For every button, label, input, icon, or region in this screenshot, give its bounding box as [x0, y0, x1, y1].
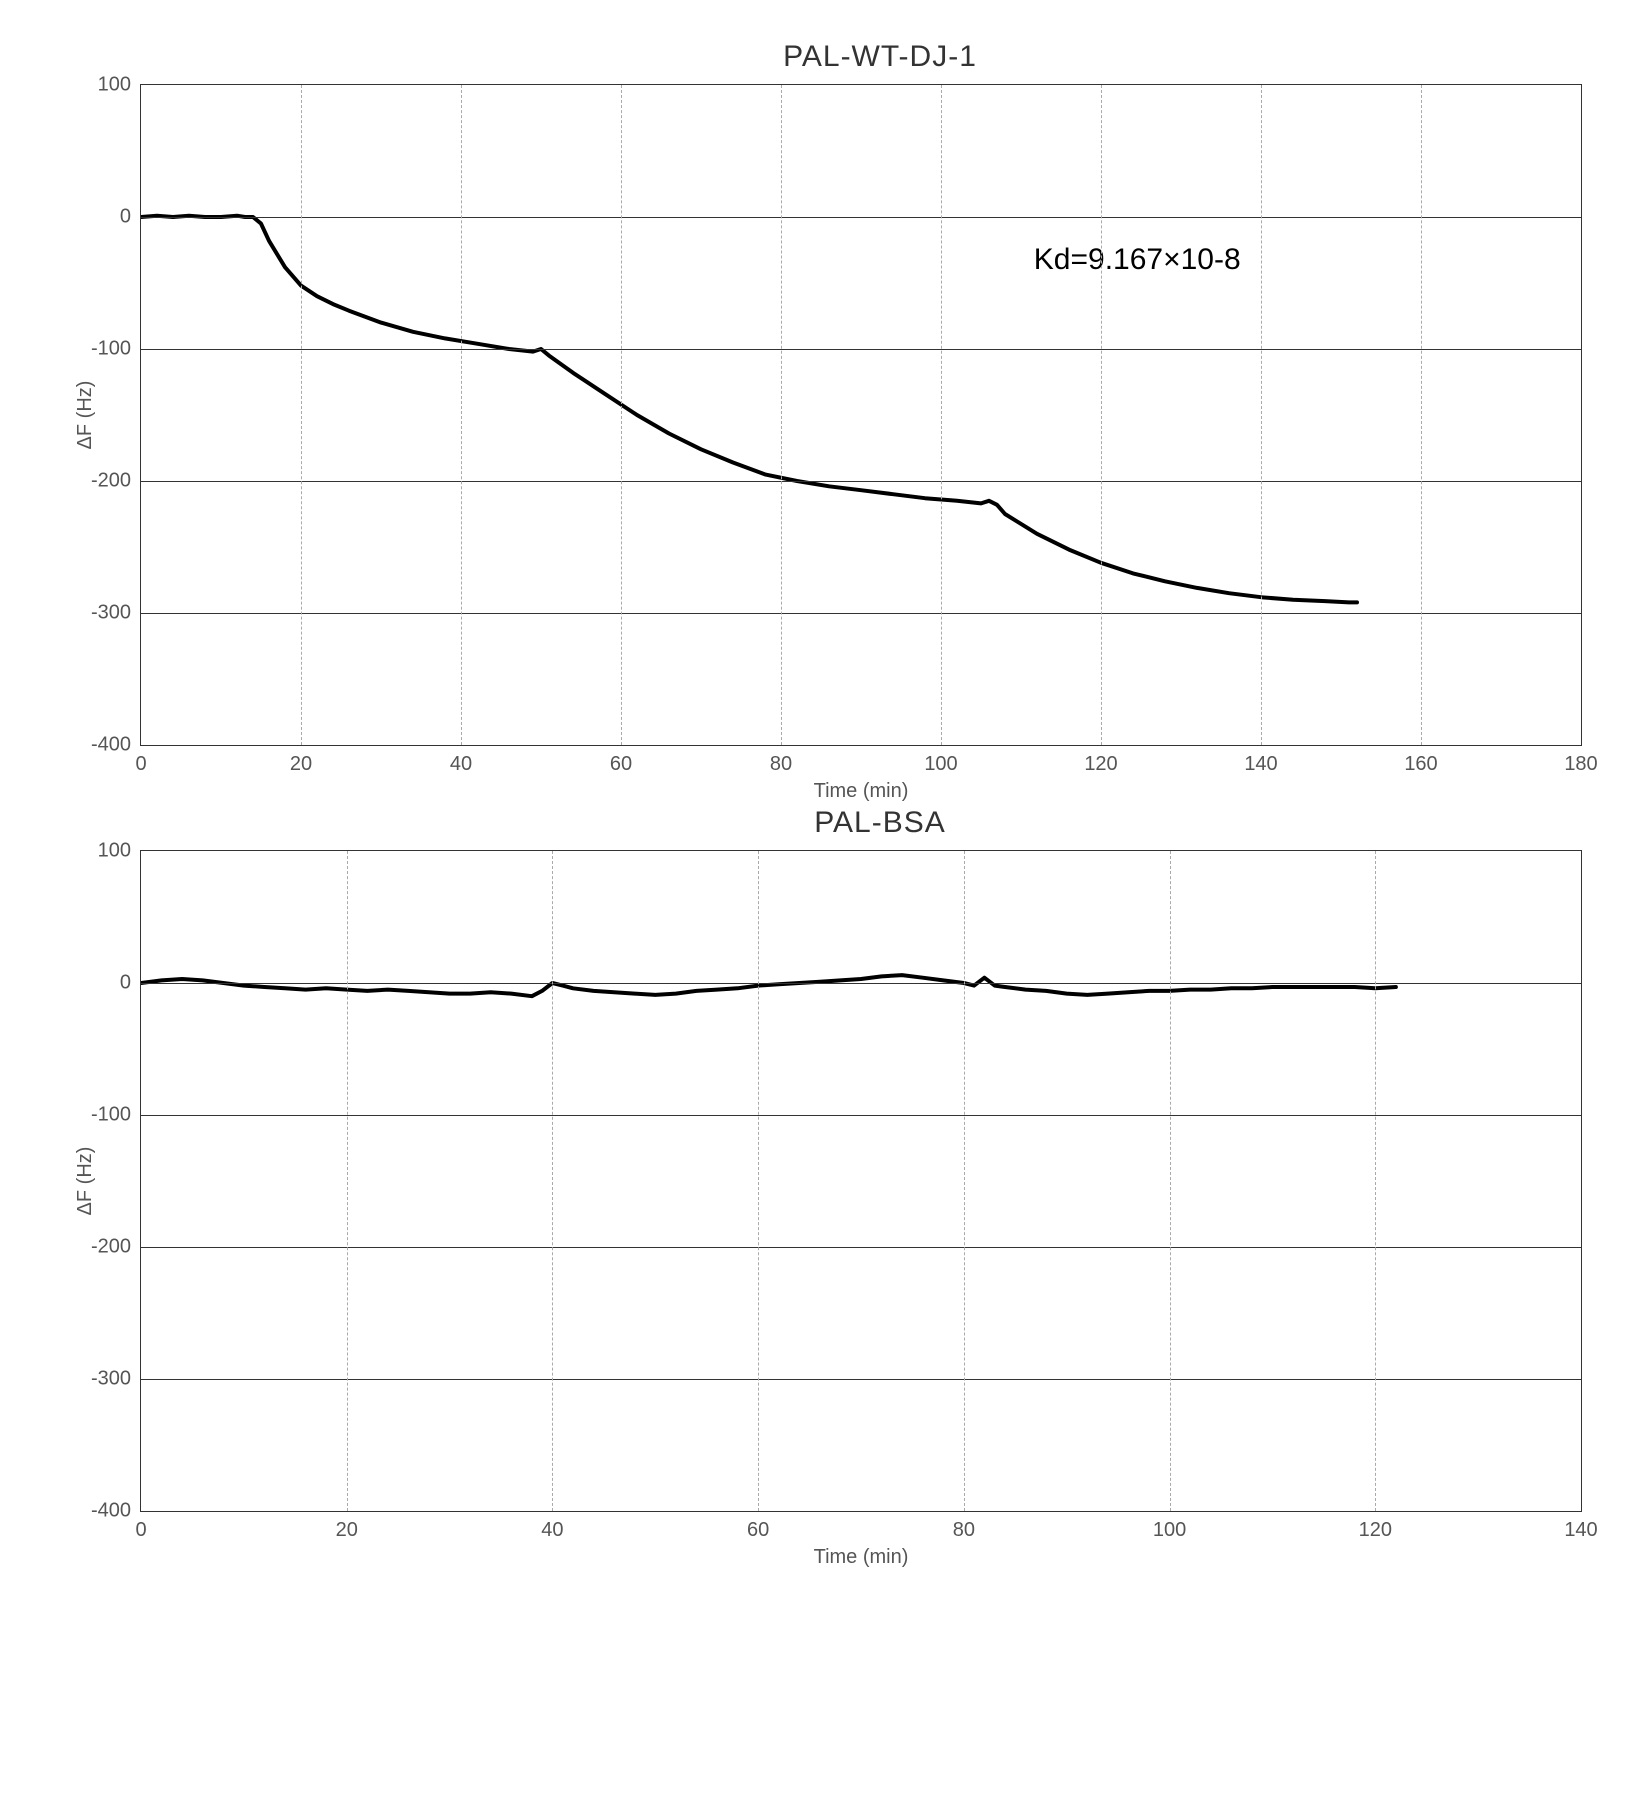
chart1-line [141, 85, 1581, 745]
gridline-h [141, 983, 1581, 984]
xtick-label: 120 [1084, 745, 1117, 776]
xtick-label: 180 [1564, 745, 1597, 776]
gridline-v [1421, 85, 1422, 745]
chart2-title: PAL-BSA [160, 806, 1600, 840]
gridline-h [141, 1115, 1581, 1116]
ytick-label: -400 [91, 734, 141, 757]
xtick-label: 140 [1564, 1511, 1597, 1542]
ytick-label: -100 [91, 1104, 141, 1127]
xtick-label: 20 [290, 745, 312, 776]
ytick-label: 100 [98, 74, 141, 97]
chart2-xlabel: Time (min) [814, 1546, 909, 1569]
gridline-v [621, 85, 622, 745]
gridline-h [141, 613, 1581, 614]
ytick-label: 100 [98, 840, 141, 863]
xtick-label: 80 [953, 1511, 975, 1542]
gridline-v [1261, 85, 1262, 745]
xtick-label: 40 [450, 745, 472, 776]
gridline-v [347, 851, 348, 1511]
xtick-label: 100 [924, 745, 957, 776]
ytick-label: -100 [91, 338, 141, 361]
gridline-h [141, 217, 1581, 218]
gridline-v [1375, 851, 1376, 1511]
gridline-v [1101, 85, 1102, 745]
gridline-v [1170, 851, 1171, 1511]
chart1-title: PAL-WT-DJ-1 [160, 40, 1600, 74]
xtick-label: 20 [336, 1511, 358, 1542]
ytick-label: -300 [91, 1368, 141, 1391]
gridline-v [552, 851, 553, 1511]
gridline-h [141, 481, 1581, 482]
xtick-label: 60 [747, 1511, 769, 1542]
chart1-plot-area: ΔF (Hz) Time (min) Kd=9.167×10-8 1000-10… [140, 84, 1582, 746]
xtick-label: 80 [770, 745, 792, 776]
gridline-v [964, 851, 965, 1511]
ytick-label: 0 [120, 206, 141, 229]
xtick-label: 120 [1359, 1511, 1392, 1542]
gridline-v [941, 85, 942, 745]
chart2-line [141, 851, 1581, 1511]
gridline-v [301, 85, 302, 745]
ytick-label: -400 [91, 1500, 141, 1523]
xtick-label: 100 [1153, 1511, 1186, 1542]
xtick-label: 140 [1244, 745, 1277, 776]
chart1-xlabel: Time (min) [814, 780, 909, 803]
chart2-ylabel: ΔF (Hz) [74, 1147, 97, 1216]
xtick-label: 40 [541, 1511, 563, 1542]
gridline-v [758, 851, 759, 1511]
ytick-label: 0 [120, 972, 141, 995]
gridline-h [141, 1379, 1581, 1380]
xtick-label: 0 [135, 745, 146, 776]
gridline-h [141, 349, 1581, 350]
xtick-label: 160 [1404, 745, 1437, 776]
gridline-v [781, 85, 782, 745]
xtick-label: 60 [610, 745, 632, 776]
ytick-label: -200 [91, 1236, 141, 1259]
gridline-v [461, 85, 462, 745]
ytick-label: -300 [91, 602, 141, 625]
gridline-h [141, 1247, 1581, 1248]
xtick-label: 0 [135, 1511, 146, 1542]
chart1-ylabel: ΔF (Hz) [74, 381, 97, 450]
chart2-plot-area: ΔF (Hz) Time (min) 1000-100-200-300-4000… [140, 850, 1582, 1512]
ytick-label: -200 [91, 470, 141, 493]
